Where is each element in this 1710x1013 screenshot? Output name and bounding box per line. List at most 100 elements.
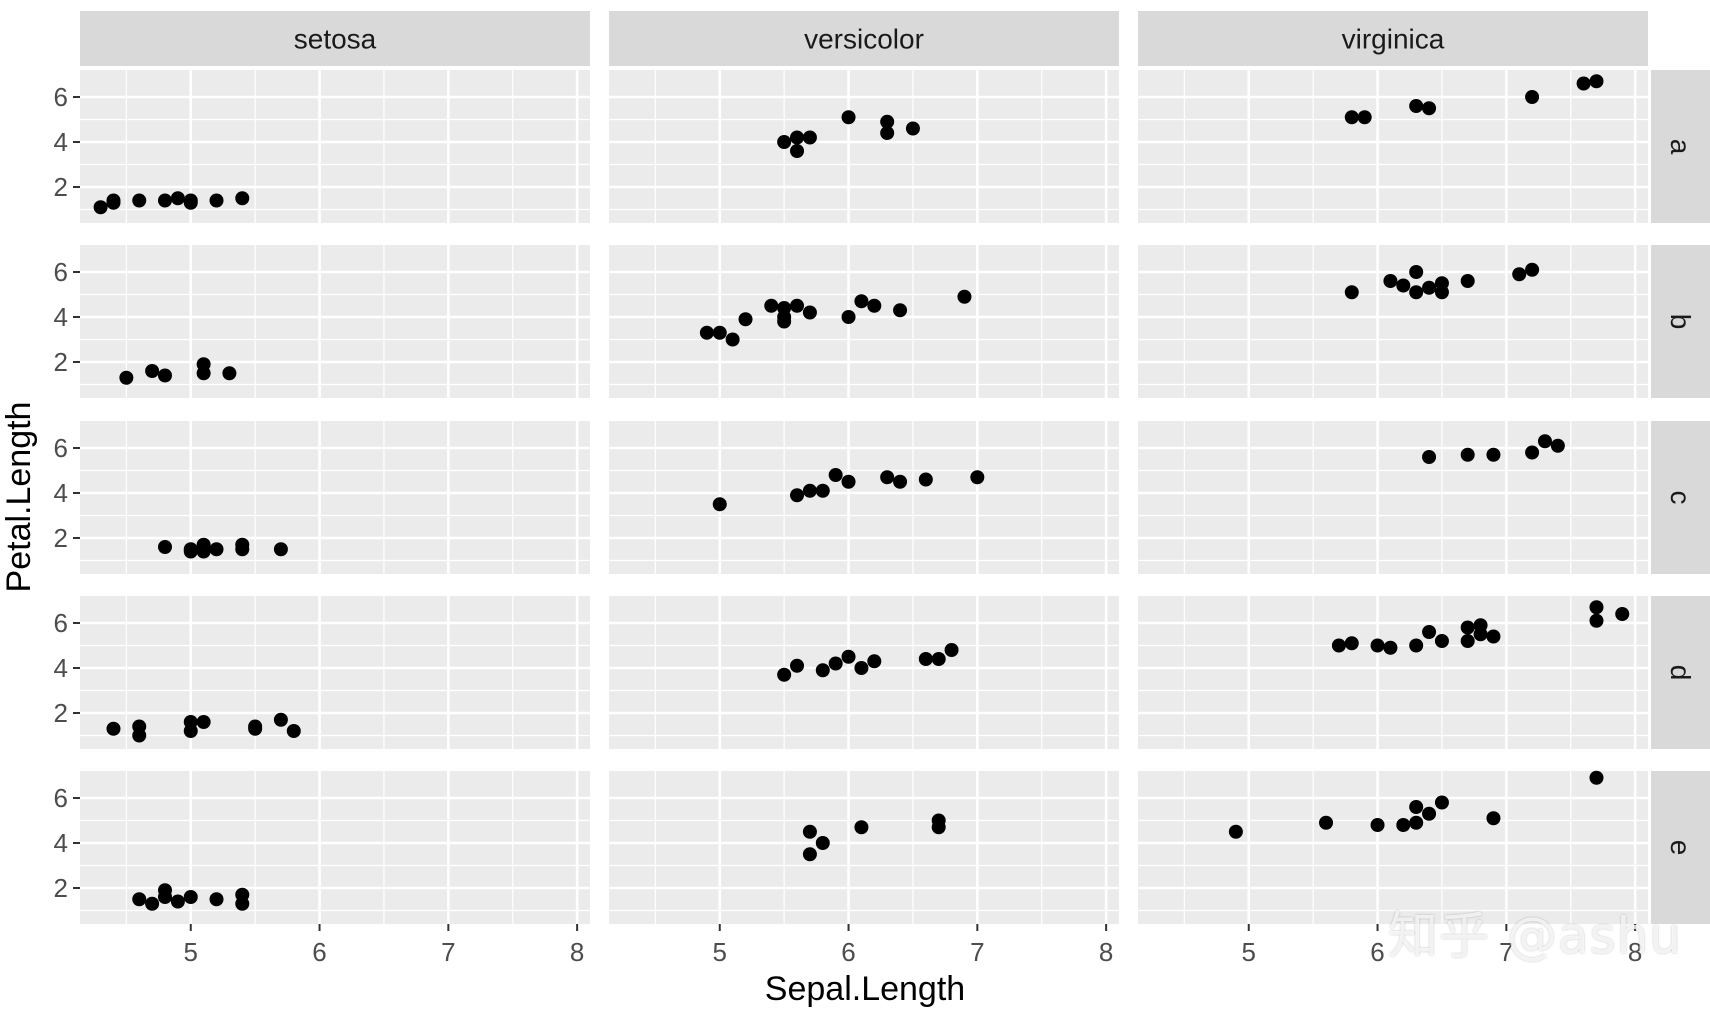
row-strip-label-a: a bbox=[1665, 139, 1696, 155]
data-point-versicolor-b bbox=[712, 325, 727, 340]
data-point-versicolor-c bbox=[802, 483, 817, 498]
panel-virginica-b bbox=[1138, 245, 1648, 398]
data-point-virginica-d bbox=[1409, 638, 1424, 653]
watermark: 知乎 @ashu bbox=[1388, 907, 1682, 965]
panel-setosa-a bbox=[80, 70, 590, 223]
data-point-versicolor-e bbox=[802, 824, 817, 839]
data-point-versicolor-a bbox=[905, 121, 920, 136]
data-point-versicolor-e bbox=[802, 847, 817, 862]
x-tick-label: 7 bbox=[970, 937, 984, 967]
x-tick-label: 7 bbox=[441, 937, 455, 967]
data-point-versicolor-d bbox=[867, 654, 882, 669]
data-point-virginica-b bbox=[1422, 280, 1437, 295]
data-point-versicolor-b bbox=[725, 332, 740, 347]
data-point-virginica-e bbox=[1396, 818, 1411, 832]
data-point-setosa-d bbox=[132, 728, 147, 743]
data-point-versicolor-a bbox=[802, 130, 817, 145]
data-point-versicolor-b bbox=[764, 298, 779, 313]
data-point-versicolor-a bbox=[880, 114, 895, 129]
x-tick-label: 7 bbox=[1499, 937, 1513, 967]
data-point-virginica-d bbox=[1460, 620, 1475, 635]
data-point-versicolor-d bbox=[944, 643, 959, 657]
data-point-setosa-b bbox=[145, 364, 160, 378]
data-point-setosa-e bbox=[145, 896, 160, 911]
data-point-setosa-e bbox=[209, 892, 224, 907]
data-point-versicolor-c bbox=[880, 470, 895, 485]
data-point-versicolor-d bbox=[841, 649, 856, 664]
x-tick-label: 5 bbox=[1242, 937, 1256, 967]
data-point-virginica-d bbox=[1486, 629, 1501, 644]
data-point-virginica-a bbox=[1576, 76, 1591, 91]
x-tick-label: 5 bbox=[713, 937, 727, 967]
x-tick-label: 5 bbox=[184, 937, 198, 967]
data-point-virginica-b bbox=[1512, 267, 1527, 282]
data-point-versicolor-b bbox=[802, 305, 817, 320]
data-point-virginica-c bbox=[1525, 445, 1540, 460]
data-point-virginica-c bbox=[1422, 450, 1437, 464]
row-strip-c bbox=[1651, 421, 1710, 574]
data-point-virginica-e bbox=[1409, 800, 1424, 814]
panel-versicolor-c bbox=[609, 421, 1119, 574]
row-strip-e bbox=[1651, 771, 1710, 924]
x-tick-label: 8 bbox=[1628, 937, 1642, 967]
data-point-virginica-b bbox=[1409, 265, 1424, 279]
data-point-setosa-c bbox=[209, 542, 224, 557]
y-tick-label: 2 bbox=[54, 347, 68, 377]
panel-virginica-e bbox=[1138, 771, 1648, 924]
data-point-setosa-b bbox=[158, 368, 172, 383]
data-point-virginica-b bbox=[1434, 285, 1449, 300]
data-point-setosa-e bbox=[158, 883, 172, 898]
y-tick-label: 4 bbox=[54, 302, 68, 332]
data-point-setosa-a bbox=[106, 193, 121, 208]
data-point-virginica-e bbox=[1319, 815, 1334, 830]
y-tick-label: 2 bbox=[54, 172, 68, 202]
row-strip-label-c: c bbox=[1665, 491, 1696, 505]
row-strip-b bbox=[1651, 245, 1710, 398]
panel-virginica-a bbox=[1138, 70, 1648, 223]
col-strip-label-setosa: setosa bbox=[294, 24, 377, 55]
y-tick-label: 4 bbox=[54, 828, 68, 858]
data-point-setosa-d bbox=[106, 721, 121, 736]
data-point-versicolor-c bbox=[893, 474, 908, 489]
data-point-virginica-d bbox=[1331, 638, 1346, 653]
panel-versicolor-e bbox=[609, 771, 1119, 924]
data-point-versicolor-a bbox=[790, 130, 805, 145]
data-point-setosa-b bbox=[119, 370, 134, 385]
col-strip-label-virginica: virginica bbox=[1342, 24, 1445, 55]
data-point-versicolor-c bbox=[828, 468, 843, 482]
data-point-versicolor-b bbox=[957, 289, 972, 304]
data-point-setosa-b bbox=[196, 357, 211, 372]
x-axis-title: Sepal.Length bbox=[765, 970, 965, 1008]
data-point-versicolor-c bbox=[970, 470, 985, 485]
data-point-versicolor-d bbox=[790, 658, 805, 673]
data-point-setosa-c bbox=[196, 542, 211, 557]
data-point-virginica-e bbox=[1370, 818, 1385, 832]
data-point-virginica-c bbox=[1460, 447, 1475, 462]
panel-virginica-d bbox=[1138, 596, 1648, 749]
data-point-setosa-a bbox=[132, 193, 147, 208]
data-point-versicolor-a bbox=[880, 126, 895, 140]
x-tick-label: 6 bbox=[312, 937, 326, 967]
data-point-setosa-a bbox=[209, 193, 224, 208]
data-point-versicolor-b bbox=[777, 301, 792, 315]
data-point-versicolor-a bbox=[841, 110, 856, 125]
data-point-setosa-c bbox=[273, 542, 288, 557]
data-point-virginica-a bbox=[1525, 90, 1540, 104]
data-point-versicolor-c bbox=[790, 488, 805, 503]
data-point-versicolor-c bbox=[841, 474, 856, 489]
data-point-versicolor-a bbox=[790, 144, 805, 158]
data-point-versicolor-b bbox=[854, 294, 869, 309]
col-strip-virginica bbox=[1138, 11, 1648, 66]
data-point-virginica-b bbox=[1409, 285, 1424, 300]
data-point-versicolor-b bbox=[893, 303, 908, 318]
data-point-virginica-d bbox=[1589, 600, 1604, 615]
data-point-versicolor-b bbox=[790, 298, 805, 313]
row-strip-label-e: e bbox=[1665, 840, 1696, 856]
y-tick-label: 2 bbox=[54, 873, 68, 903]
col-strip-setosa bbox=[80, 11, 590, 66]
data-point-virginica-c bbox=[1537, 434, 1552, 449]
data-point-setosa-e bbox=[183, 890, 198, 904]
data-point-virginica-c bbox=[1550, 438, 1565, 453]
x-tick-label: 8 bbox=[570, 937, 584, 967]
